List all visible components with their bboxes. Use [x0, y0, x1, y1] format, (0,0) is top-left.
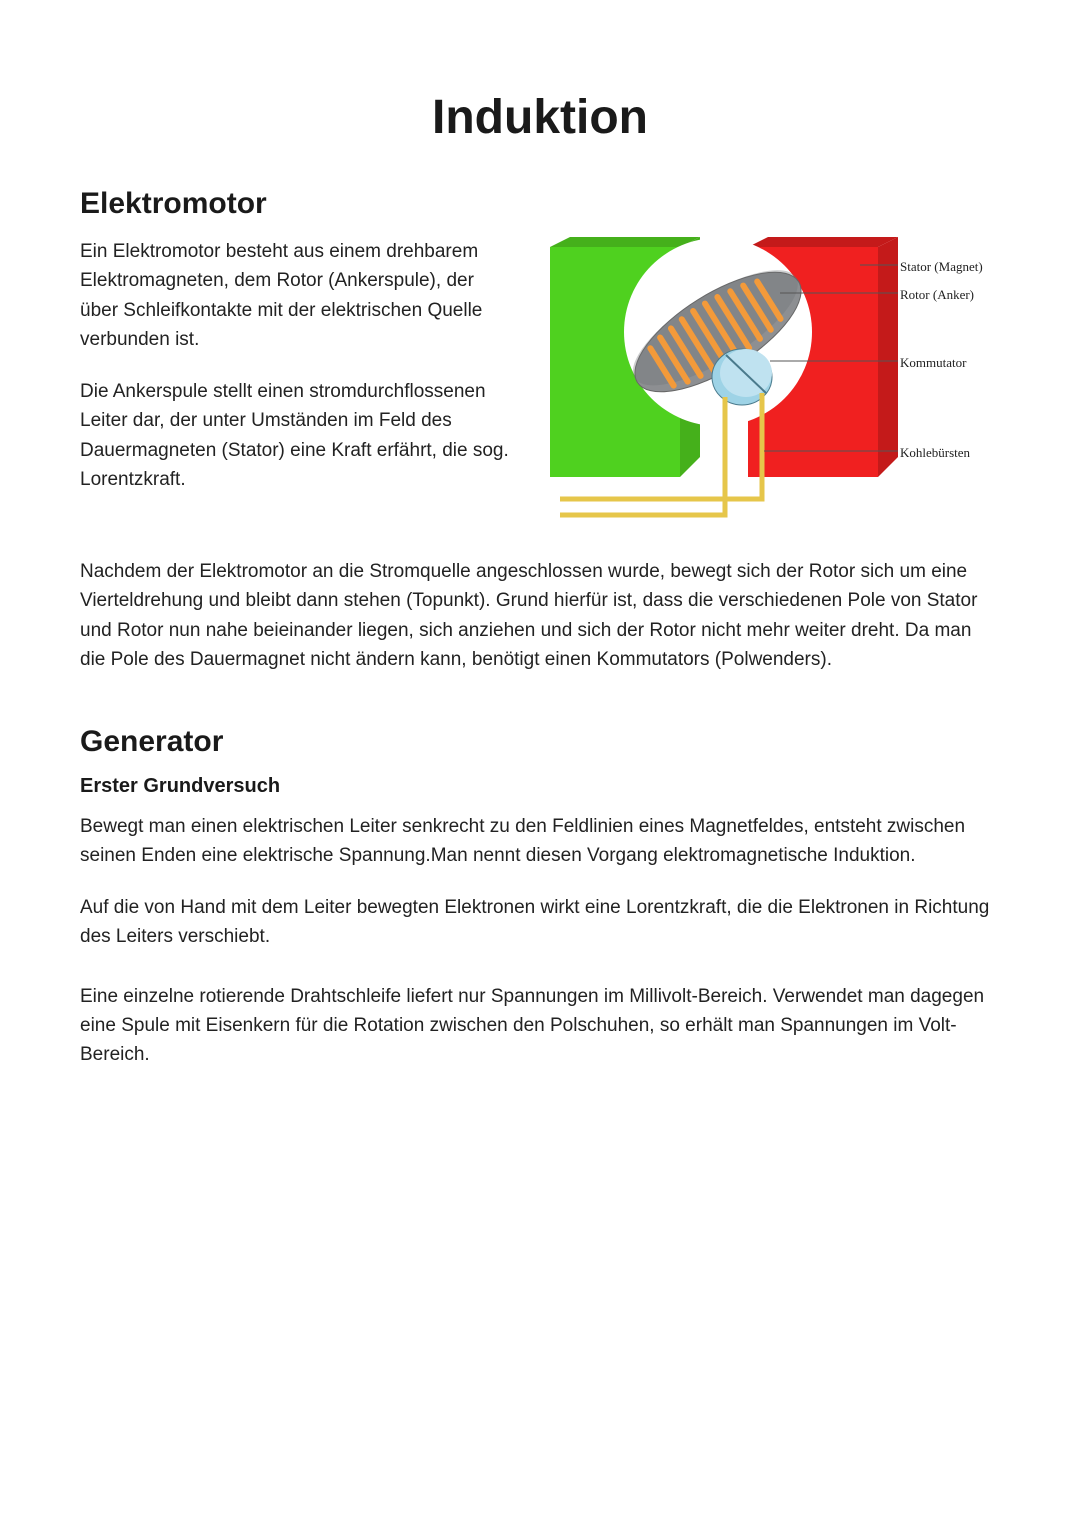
motor-diagram: Stator (Magnet) Rotor (Anker) Kommutator…: [530, 237, 1000, 547]
generator-paragraph-2: Auf die von Hand mit dem Leiter bewegten…: [80, 893, 1000, 952]
generator-paragraph-1: Bewegt man einen elektrischen Leiter sen…: [80, 812, 1000, 871]
section-heading-generator: Generator: [80, 725, 1000, 759]
generator-subheading: Erster Grundversuch: [80, 775, 1000, 798]
page-title: Induktion: [80, 90, 1000, 145]
section-heading-elektromotor: Elektromotor: [80, 187, 1000, 221]
motor-svg: [530, 237, 1000, 547]
elektromotor-paragraph-2: Die Ankerspule stellt einen stromdurchfl…: [80, 377, 512, 495]
elektromotor-figure-column: Stator (Magnet) Rotor (Anker) Kommutator…: [530, 237, 1000, 547]
elektromotor-paragraph-1: Ein Elektromotor besteht aus einem drehb…: [80, 237, 512, 355]
generator-paragraph-3: Eine einzelne rotierende Drahtschleife l…: [80, 982, 1000, 1070]
elektromotor-paragraph-3: Nachdem der Elektromotor an die Stromque…: [80, 557, 1000, 675]
elektromotor-row: Ein Elektromotor besteht aus einem drehb…: [80, 237, 1000, 547]
elektromotor-text-column: Ein Elektromotor besteht aus einem drehb…: [80, 237, 512, 517]
